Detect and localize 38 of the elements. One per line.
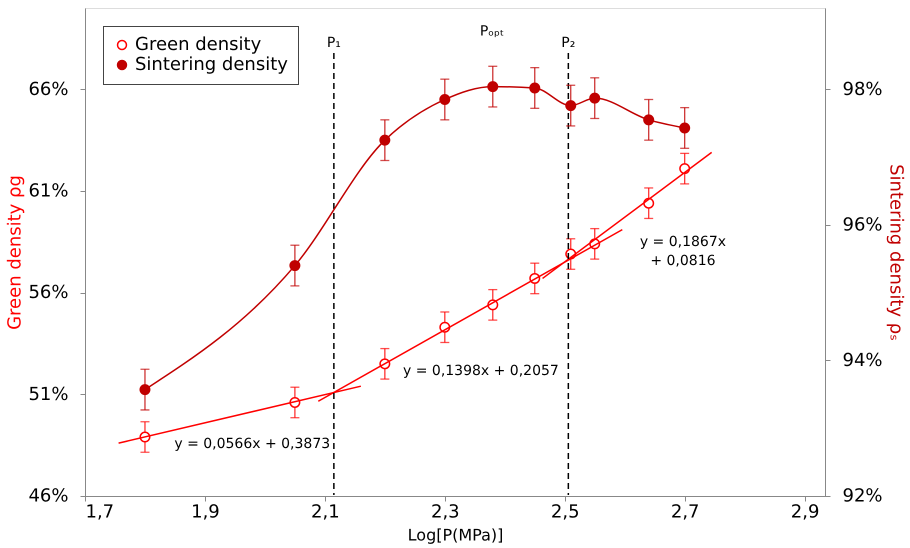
y2-axis-title: Sintering density ρₛ xyxy=(886,164,907,341)
point xyxy=(565,100,576,112)
annotation: Pₒₚₜ xyxy=(480,23,504,40)
y2-tick-label: 92% xyxy=(842,486,883,506)
x-tick-label: 2,9 xyxy=(790,502,820,522)
y-axis-title: Green density ρg xyxy=(4,175,26,330)
x-axis-title: Log[P(MPa)] xyxy=(408,526,504,544)
ref-line-label: P₁ xyxy=(326,35,341,51)
y2-tick-label: 98% xyxy=(842,78,883,100)
ref-line-label: P₂ xyxy=(561,35,576,51)
point xyxy=(139,384,150,396)
x-tick-label: 2,3 xyxy=(430,502,460,522)
x-tick-label: 2,1 xyxy=(311,502,340,522)
y2-tick-label: 94% xyxy=(842,350,883,371)
x-tick-label: 2,5 xyxy=(550,502,580,522)
point xyxy=(439,94,450,105)
legend-label: Sintering density xyxy=(135,54,288,75)
point xyxy=(679,122,690,134)
annotation: y = 0,1398x + 0,2057 xyxy=(402,362,559,379)
annotation: + 0,0816 xyxy=(650,253,716,270)
y-tick-label: 46% xyxy=(28,486,68,506)
point xyxy=(529,82,540,94)
y-tick-label: 51% xyxy=(28,384,68,405)
y-tick-label: 61% xyxy=(28,180,68,202)
annotation: y = 0,0566x + 0,3873 xyxy=(174,436,330,452)
annotation: y = 0,1867x xyxy=(640,234,726,250)
x-tick-label: 1,7 xyxy=(86,502,114,522)
y2-tick-label: 96% xyxy=(842,214,883,236)
point xyxy=(379,134,390,146)
x-tick-label: 1,9 xyxy=(191,502,220,522)
y-tick-label: 66% xyxy=(28,78,68,100)
legend-label: Green density xyxy=(135,34,262,55)
y-tick-label: 56% xyxy=(28,282,68,304)
point xyxy=(487,81,498,92)
point xyxy=(643,114,654,126)
point xyxy=(289,260,300,272)
point xyxy=(589,92,600,104)
x-tick-label: 2,7 xyxy=(670,502,700,522)
